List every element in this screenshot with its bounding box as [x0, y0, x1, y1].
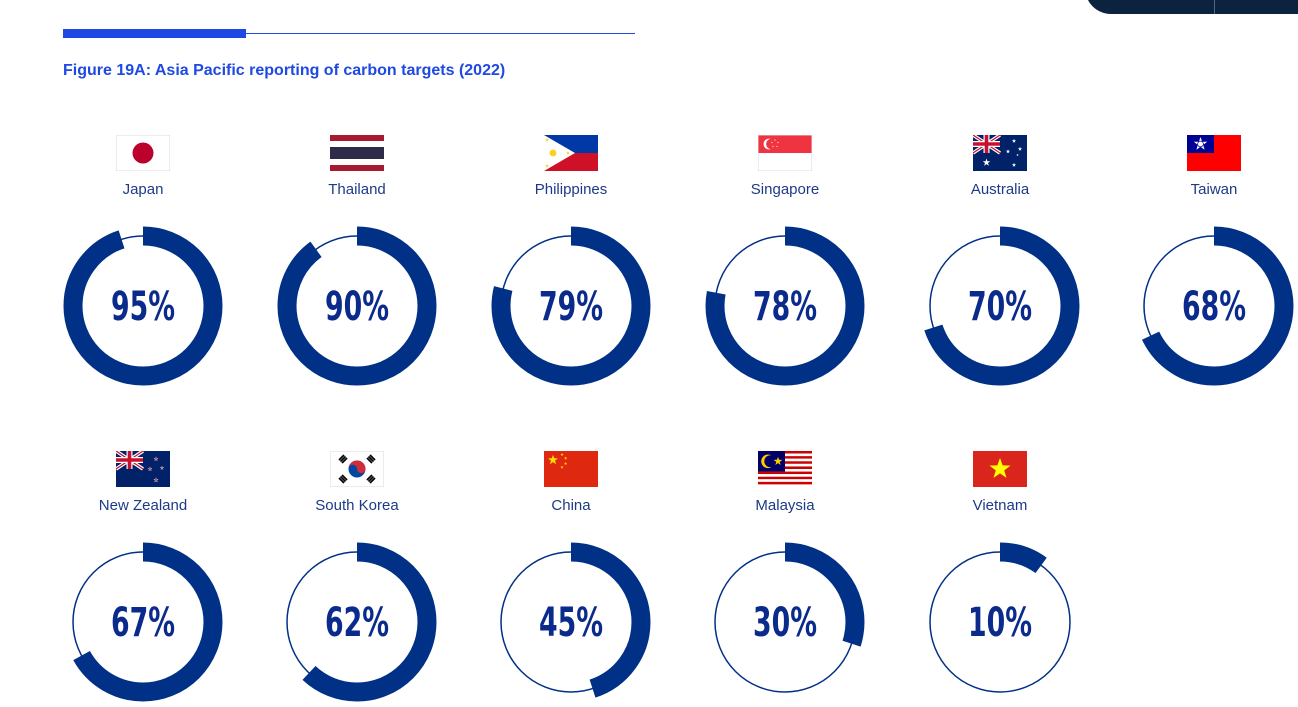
country-label: Japan	[122, 181, 164, 198]
percent-label: 79%	[539, 284, 603, 330]
donut-chart: 45%	[491, 542, 651, 702]
country-label: Philippines	[534, 181, 608, 198]
donut-chart: 67%	[63, 542, 223, 702]
percent-label: 95%	[111, 284, 175, 330]
donut-arc	[705, 542, 865, 702]
country-label: Taiwan	[1190, 181, 1238, 198]
country-label: New Zealand	[98, 497, 188, 514]
donut-arc	[277, 226, 437, 386]
title-rule	[63, 33, 635, 34]
title-rule-accent	[63, 29, 246, 38]
donut-arc	[491, 542, 651, 702]
donut-chart: 95%	[63, 226, 223, 386]
country-label: Malaysia	[755, 497, 815, 514]
new-zealand-flag-icon	[116, 451, 170, 487]
percent-label: 10%	[968, 600, 1032, 646]
country-label: Vietnam	[972, 497, 1028, 514]
donut-chart: 70%	[920, 226, 1080, 386]
singapore-flag-icon	[758, 135, 812, 171]
south-korea-flag-icon	[330, 451, 384, 487]
donut-arc	[920, 542, 1080, 702]
percent-label: 62%	[325, 600, 389, 646]
japan-flag-icon	[116, 135, 170, 171]
thailand-flag-icon	[330, 135, 384, 171]
australia-flag-icon	[973, 135, 1027, 171]
percent-label: 45%	[539, 600, 603, 646]
taiwan-flag-icon	[1187, 135, 1241, 171]
donut-arc	[63, 542, 223, 702]
china-flag-icon	[544, 451, 598, 487]
donut-arc	[920, 226, 1080, 386]
donut-chart: 62%	[277, 542, 437, 702]
percent-label: 67%	[111, 600, 175, 646]
malaysia-flag-icon	[758, 451, 812, 487]
donut-arc	[277, 542, 437, 702]
donut-arc	[63, 226, 223, 386]
corner-tab	[1085, 0, 1298, 14]
donut-chart: 90%	[277, 226, 437, 386]
figure-title: Figure 19A: Asia Pacific reporting of ca…	[63, 62, 506, 79]
percent-label: 70%	[968, 284, 1032, 330]
vietnam-flag-icon	[973, 451, 1027, 487]
donut-chart: 68%	[1134, 226, 1294, 386]
donut-arc	[705, 226, 865, 386]
donut-arc	[491, 226, 651, 386]
donut-chart: 10%	[920, 542, 1080, 702]
donut-arc	[1134, 226, 1294, 386]
donut-chart: 79%	[491, 226, 651, 386]
percent-label: 78%	[753, 284, 817, 330]
percent-label: 90%	[325, 284, 389, 330]
country-label: China	[551, 497, 591, 514]
country-label: South Korea	[315, 497, 399, 514]
country-label: Australia	[970, 181, 1030, 198]
donut-chart: 78%	[705, 226, 865, 386]
percent-label: 30%	[753, 600, 817, 646]
donut-chart: 30%	[705, 542, 865, 702]
country-label: Thailand	[328, 181, 386, 198]
philippines-flag-icon	[544, 135, 598, 171]
percent-label: 68%	[1182, 284, 1246, 330]
country-label: Singapore	[750, 181, 820, 198]
